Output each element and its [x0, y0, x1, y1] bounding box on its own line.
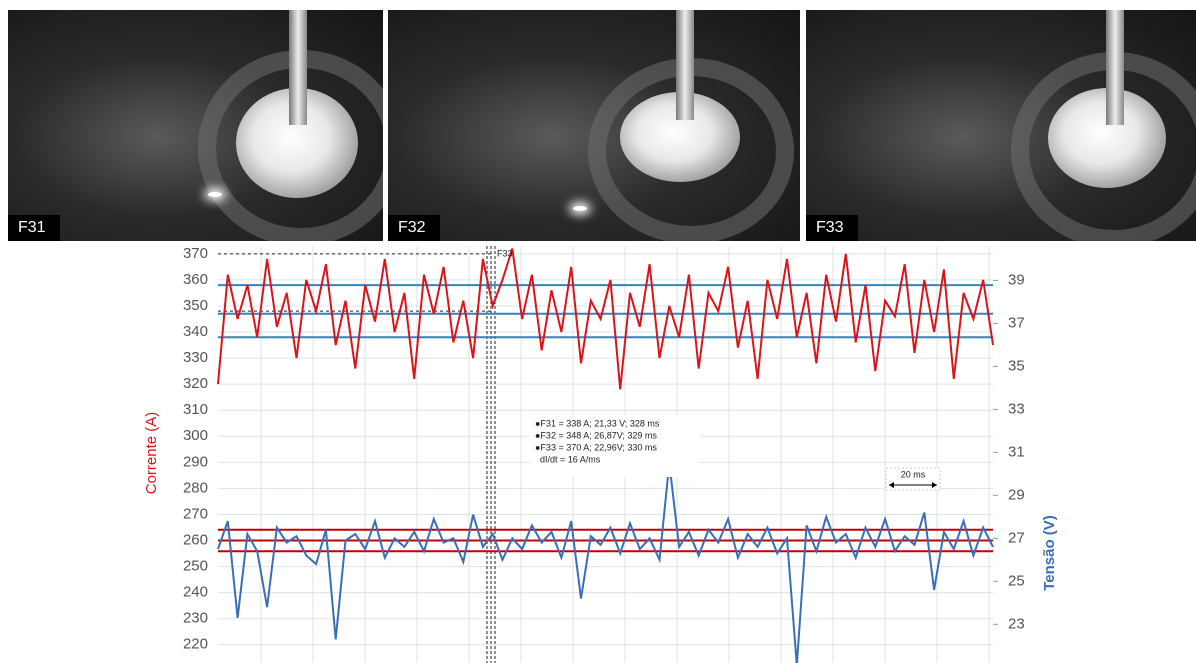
y-tick-label: 240	[183, 584, 208, 601]
y2-tick-label: 29	[1008, 486, 1025, 503]
annotation-text: ●F31 = 338 A; 21,33 V; 328 ms	[535, 418, 660, 428]
y2-axis-title: Tensão (V)	[1041, 515, 1058, 591]
arrow-head	[889, 482, 937, 488]
annotation-text: ●F33 = 370 A; 22,96V; 330 ms	[535, 442, 657, 452]
photo: F32	[388, 10, 800, 241]
y2-tick-label: 27	[1008, 529, 1025, 546]
y2-tick-label: 37	[1008, 314, 1025, 331]
scale-label: 20 ms	[901, 469, 926, 479]
y-tick-label: 370	[183, 245, 208, 262]
annotation-box	[530, 415, 700, 477]
y-tick-label: 360	[183, 271, 208, 288]
y-tick-label: 270	[183, 505, 208, 522]
y-tick-label: 260	[183, 531, 208, 548]
y-tick-label: 290	[183, 453, 208, 470]
series-line	[217, 462, 994, 663]
y-tick-label: 300	[183, 427, 208, 444]
y-tick-label: 280	[183, 479, 208, 496]
photo: F33	[806, 10, 1196, 241]
y-tick-label: 330	[183, 349, 208, 366]
y2-tick-label: 33	[1008, 400, 1025, 417]
y-tick-label: 310	[183, 401, 208, 418]
y-tick-label: 220	[183, 636, 208, 653]
y2-tick-label: 35	[1008, 357, 1025, 374]
y-axis-title: Corrente (A)	[143, 412, 160, 495]
annotation-text: ●F32 = 348 A; 26,87V; 329 ms	[535, 430, 657, 440]
y-tick-label: 230	[183, 610, 208, 627]
y-tick-label: 340	[183, 323, 208, 340]
y2-tick-label: 31	[1008, 443, 1025, 460]
y-tick-label: 320	[183, 375, 208, 392]
y-tick-label: 250	[183, 558, 208, 575]
photo-label: F33	[806, 215, 858, 241]
y2-tick-label: 23	[1008, 615, 1025, 632]
y-tick-label: 350	[183, 297, 208, 314]
series-line	[217, 248, 994, 390]
photo: F31	[8, 10, 383, 241]
y2-tick-label: 25	[1008, 572, 1025, 589]
photo-label: F32	[388, 215, 440, 241]
chart: Corrente (A) Tensão (V) 220 230 240 250 260 2…	[143, 245, 1058, 663]
y2-tick-label: 39	[1008, 271, 1025, 288]
photo-label: F31	[8, 215, 60, 241]
annotation-text: dI/dt = 16 A/ms	[540, 454, 601, 464]
marker-label: F33	[497, 248, 513, 258]
